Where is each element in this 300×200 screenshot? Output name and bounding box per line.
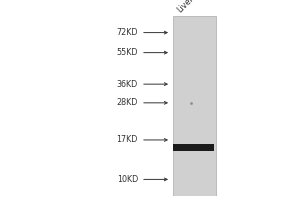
Text: 10KD: 10KD	[117, 175, 138, 184]
Text: 28KD: 28KD	[117, 98, 138, 107]
Text: 36KD: 36KD	[117, 80, 138, 89]
Bar	[173, 144, 214, 151]
Text: 72KD: 72KD	[116, 28, 138, 37]
Text: 17KD: 17KD	[117, 135, 138, 144]
Text: 55KD: 55KD	[116, 48, 138, 57]
Text: Liver: Liver	[176, 0, 196, 15]
Bar	[172, 16, 216, 196]
